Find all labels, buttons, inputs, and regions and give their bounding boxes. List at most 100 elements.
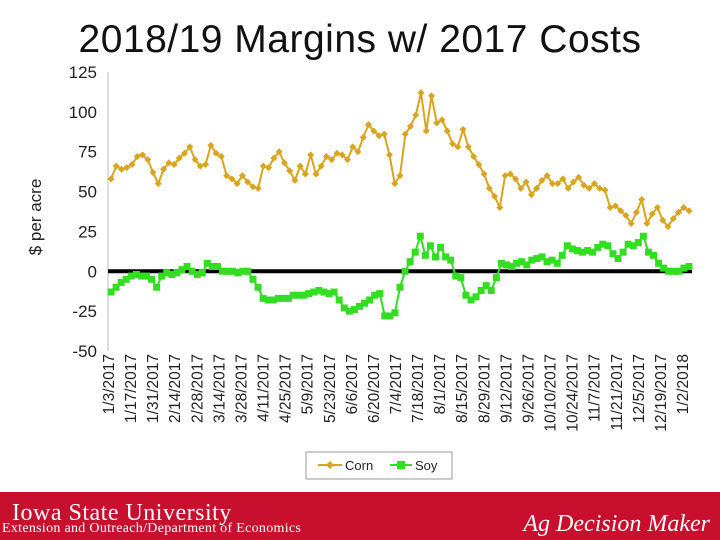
- data-point-corn: [238, 172, 246, 180]
- data-point-corn: [154, 180, 162, 188]
- data-point-soy: [127, 272, 135, 280]
- x-tick-label: 5/23/2017: [322, 354, 339, 423]
- data-point-soy: [421, 251, 429, 259]
- data-point-soy: [467, 296, 475, 304]
- data-point-corn: [212, 149, 220, 157]
- data-point-soy: [122, 275, 130, 283]
- data-point-corn: [491, 192, 499, 200]
- data-point-soy: [345, 307, 353, 315]
- data-point-soy: [462, 291, 470, 299]
- data-point-soy: [305, 290, 313, 298]
- data-point-corn: [191, 156, 199, 164]
- data-point-corn: [128, 160, 136, 168]
- x-tick-label: 4/11/2017: [256, 354, 273, 422]
- data-point-corn: [564, 184, 572, 192]
- data-point-soy: [431, 253, 439, 261]
- data-point-corn: [611, 202, 619, 210]
- data-point-corn: [659, 216, 667, 224]
- data-point-corn: [454, 143, 462, 151]
- data-point-corn: [244, 178, 252, 186]
- legend-corn-marker: [326, 461, 334, 469]
- data-point-soy: [629, 242, 637, 250]
- y-axis-label: $ per acre: [26, 179, 45, 256]
- data-point-corn: [196, 162, 204, 170]
- department-text: Extension and Outreach/Department of Eco…: [2, 521, 302, 536]
- data-point-soy: [173, 269, 181, 277]
- data-point-corn: [407, 122, 415, 130]
- data-point-soy: [340, 304, 348, 312]
- y-tick-label: 125: [69, 63, 97, 82]
- data-point-soy: [168, 270, 176, 278]
- x-tick-label: 3/14/2017: [211, 354, 228, 423]
- data-point-corn: [680, 204, 688, 212]
- data-point-corn: [396, 172, 404, 180]
- data-point-soy: [604, 242, 612, 250]
- data-point-soy: [137, 272, 145, 280]
- data-point-soy: [538, 253, 546, 261]
- y-tick-label: 25: [78, 222, 97, 241]
- data-point-corn: [175, 154, 183, 162]
- y-tick-label: -50: [72, 342, 97, 361]
- data-point-corn: [275, 148, 283, 156]
- data-point-corn: [280, 159, 288, 167]
- x-tick-label: 9/26/2017: [520, 354, 537, 423]
- data-point-corn: [527, 191, 535, 199]
- data-point-soy: [411, 248, 419, 256]
- data-point-soy: [675, 267, 683, 275]
- data-point-corn: [648, 210, 656, 218]
- data-point-corn: [601, 186, 609, 194]
- legend-soy-label: Soy: [415, 458, 438, 473]
- data-point-soy: [685, 263, 693, 271]
- x-tick-label: 10/24/2017: [565, 354, 582, 432]
- data-point-corn: [328, 156, 336, 164]
- y-tick-label: -25: [72, 302, 97, 321]
- data-point-soy: [624, 240, 632, 248]
- data-point-corn: [548, 180, 556, 188]
- data-point-corn: [417, 89, 425, 97]
- data-point-soy: [634, 239, 642, 247]
- data-point-corn: [559, 175, 567, 183]
- data-point-soy: [568, 245, 576, 253]
- data-point-soy: [239, 267, 247, 275]
- data-point-soy: [361, 299, 369, 307]
- data-point-corn: [133, 152, 141, 160]
- data-point-corn: [291, 176, 299, 184]
- data-point-corn: [496, 204, 504, 212]
- data-point-soy: [224, 267, 232, 275]
- data-point-corn: [254, 184, 262, 192]
- data-point-corn: [296, 162, 304, 170]
- data-point-corn: [228, 175, 236, 183]
- x-tick-label: 9/12/2017: [498, 354, 515, 423]
- x-tick-label: 1/3/2017: [101, 354, 118, 414]
- data-point-soy: [310, 288, 318, 296]
- x-tick-label: 1/2/2018: [675, 354, 692, 414]
- data-point-soy: [406, 258, 414, 266]
- data-point-corn: [475, 160, 483, 168]
- data-point-soy: [274, 294, 282, 302]
- data-point-corn: [118, 165, 126, 173]
- data-point-soy: [396, 283, 404, 291]
- data-point-soy: [234, 269, 242, 277]
- data-point-soy: [437, 243, 445, 251]
- data-point-corn: [485, 184, 493, 192]
- data-point-soy: [589, 248, 597, 256]
- data-point-soy: [264, 296, 272, 304]
- data-point-soy: [208, 263, 216, 271]
- data-point-soy: [487, 286, 495, 294]
- data-point-corn: [517, 184, 525, 192]
- data-point-soy: [153, 283, 161, 291]
- data-point-soy: [614, 255, 622, 263]
- data-point-corn: [580, 181, 588, 189]
- data-point-corn: [338, 151, 346, 159]
- data-point-soy: [355, 302, 363, 310]
- data-point-soy: [558, 251, 566, 259]
- data-point-corn: [617, 207, 625, 215]
- data-point-corn: [470, 152, 478, 160]
- legend-soy-marker: [397, 461, 405, 469]
- data-point-corn: [538, 176, 546, 184]
- data-point-soy: [284, 294, 292, 302]
- data-point-corn: [590, 180, 598, 188]
- data-point-corn: [401, 130, 409, 138]
- data-point-soy: [639, 232, 647, 240]
- data-point-corn: [575, 173, 583, 181]
